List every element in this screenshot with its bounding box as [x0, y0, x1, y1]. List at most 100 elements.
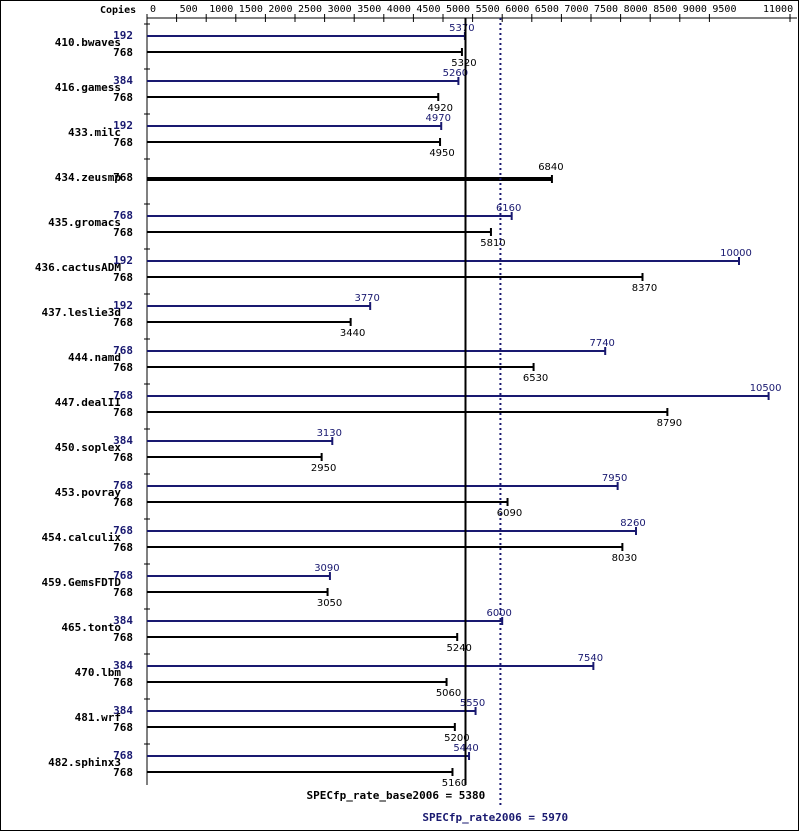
base-copies-label: 768	[113, 316, 133, 329]
benchmark-label: 453.povray	[55, 486, 122, 499]
peak-value-label: 7740	[589, 338, 614, 349]
base-value-label: 5810	[480, 238, 505, 249]
benchmark-label: 437.leslie3d	[42, 306, 121, 319]
peak-copies-label: 192	[113, 119, 133, 132]
base-value-label: 5060	[436, 688, 461, 699]
peak-copies-label: 192	[113, 299, 133, 312]
base-value-label: 5240	[446, 643, 471, 654]
base-copies-label: 768	[113, 226, 133, 239]
tick-label: 7500	[594, 4, 618, 15]
base-copies-label: 768	[113, 631, 133, 644]
peak-mean-label: SPECfp_rate2006 = 5970	[422, 811, 568, 824]
peak-value-label: 5260	[443, 68, 468, 79]
base-value-label: 6090	[497, 508, 522, 519]
peak-copies-label: 768	[113, 344, 133, 357]
benchmark-label: 410.bwaves	[55, 36, 121, 49]
base-mean-label: SPECfp_rate_base2006 = 5380	[306, 789, 485, 802]
peak-value-label: 3090	[314, 563, 339, 574]
base-copies-label: 768	[113, 361, 133, 374]
peak-copies-label: 768	[113, 569, 133, 582]
benchmark-label: 450.soplex	[55, 441, 122, 454]
peak-value-label: 10000	[720, 248, 752, 259]
tick-label: 1000	[209, 4, 233, 15]
base-value-label: 5160	[442, 778, 467, 789]
base-value-label: 4950	[429, 148, 454, 159]
base-copies-label: 768	[113, 766, 133, 779]
peak-value-label: 5370	[449, 23, 474, 34]
tick-label: 6000	[505, 4, 529, 15]
peak-copies-label: 768	[113, 389, 133, 402]
base-copies-label: 768	[113, 541, 133, 554]
base-value-label: 8370	[632, 283, 657, 294]
peak-copies-label: 384	[113, 434, 133, 447]
tick-label: 6500	[535, 4, 559, 15]
base-copies-label: 768	[113, 406, 133, 419]
base-copies-label: 768	[113, 676, 133, 689]
peak-copies-label: 384	[113, 74, 133, 87]
benchmark-label: 482.sphinx3	[48, 756, 121, 769]
benchmark-label: 433.milc	[68, 126, 121, 139]
base-copies-label: 768	[113, 171, 133, 184]
benchmark-label: 459.GemsFDTD	[42, 576, 122, 589]
base-value-label: 3440	[340, 328, 365, 339]
benchmark-label: 447.dealII	[55, 396, 121, 409]
base-value-label: 2950	[311, 463, 336, 474]
tick-label: 0	[150, 4, 156, 15]
benchmark-label: 444.namd	[68, 351, 121, 364]
base-copies-label: 768	[113, 586, 133, 599]
benchmark-label: 416.gamess	[55, 81, 121, 94]
tick-label: 7000	[564, 4, 588, 15]
peak-copies-label: 384	[113, 659, 133, 672]
tick-label: 4500	[416, 4, 440, 15]
base-copies-label: 768	[113, 721, 133, 734]
tick-label: 9000	[683, 4, 707, 15]
peak-value-label: 8260	[620, 518, 645, 529]
base-copies-label: 768	[113, 91, 133, 104]
base-value-label: 5200	[444, 733, 469, 744]
tick-label: 8500	[653, 4, 677, 15]
base-copies-label: 768	[113, 451, 133, 464]
tick-label: 11000	[763, 4, 793, 15]
benchmark-rows: 410.bwaves19253707685320416.gamess384526…	[35, 23, 782, 789]
peak-copies-label: 384	[113, 614, 133, 627]
benchmark-label: 434.zeusmp	[55, 171, 122, 184]
base-copies-label: 768	[113, 496, 133, 509]
base-value-label: 5320	[451, 58, 476, 69]
base-copies-label: 768	[113, 271, 133, 284]
tick-label: 4000	[387, 4, 411, 15]
base-value-label: 6840	[538, 162, 563, 173]
tick-label: 8000	[624, 4, 648, 15]
tick-label: 9500	[712, 4, 736, 15]
tick-label: 2500	[298, 4, 322, 15]
peak-value-label: 6000	[486, 608, 511, 619]
base-value-label: 8030	[612, 553, 637, 564]
peak-copies-label: 768	[113, 479, 133, 492]
benchmark-label: 465.tonto	[61, 621, 121, 634]
base-value-label: 3050	[317, 598, 342, 609]
peak-value-label: 6160	[496, 203, 521, 214]
benchmark-label: 470.lbm	[75, 666, 122, 679]
peak-value-label: 7950	[602, 473, 627, 484]
peak-copies-label: 192	[113, 29, 133, 42]
benchmark-label: 481.wrf	[75, 711, 121, 724]
peak-value-label: 5550	[460, 698, 485, 709]
benchmark-label: 435.gromacs	[48, 216, 121, 229]
benchmark-label: 436.cactusADM	[35, 261, 121, 274]
peak-copies-label: 768	[113, 209, 133, 222]
peak-copies-label: 192	[113, 254, 133, 267]
tick-label: 2000	[268, 4, 292, 15]
peak-value-label: 3770	[354, 293, 379, 304]
tick-label: 3500	[357, 4, 381, 15]
peak-value-label: 7540	[578, 653, 603, 664]
base-copies-label: 768	[113, 46, 133, 59]
base-value-label: 6530	[523, 373, 548, 384]
mean-lines: SPECfp_rate_base2006 = 5380 SPECfp_rate20…	[306, 18, 568, 824]
base-copies-label: 768	[113, 136, 133, 149]
tick-label: 1500	[239, 4, 263, 15]
peak-value-label: 10500	[750, 383, 782, 394]
peak-value-label: 4970	[425, 113, 450, 124]
benchmark-label: 454.calculix	[42, 531, 122, 544]
tick-label: 3000	[328, 4, 352, 15]
